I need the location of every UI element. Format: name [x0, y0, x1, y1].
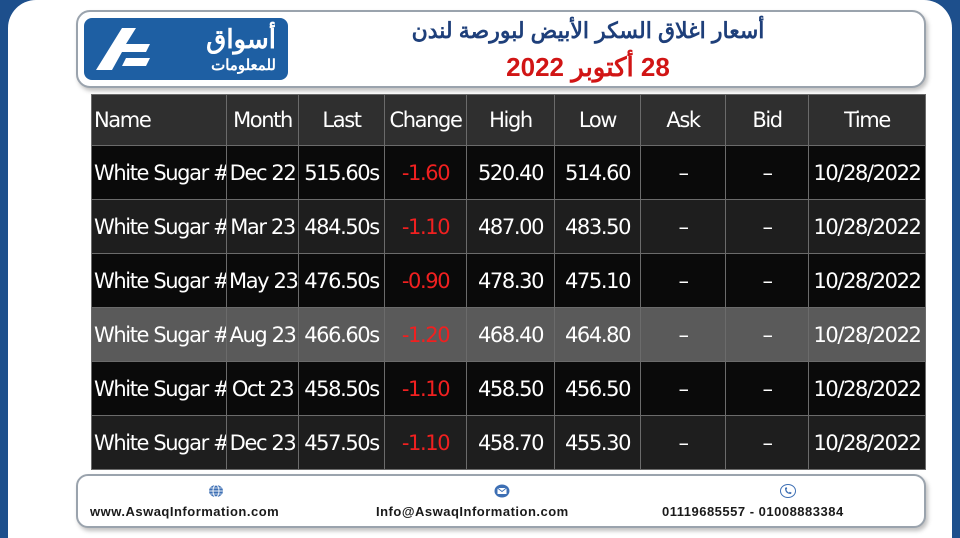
logo-text-sub: للمعلومات	[211, 57, 276, 74]
email-link[interactable]: Info@AswaqInformation.com	[376, 504, 569, 519]
cell-time: 10/28/2022	[808, 199, 926, 254]
cell-last: 458.50s	[298, 361, 385, 416]
cell-ask: –	[640, 199, 726, 254]
cell-month: Dec 23	[226, 415, 299, 470]
cell-time: 10/28/2022	[808, 415, 926, 470]
envelope-icon	[494, 484, 510, 498]
cell-low: 483.50	[554, 199, 641, 254]
column-header-time: Time	[808, 94, 926, 146]
cell-ask: –	[640, 307, 726, 362]
cell-high: 478.30	[466, 253, 555, 308]
cell-bid: –	[725, 361, 809, 416]
cell-bid: –	[725, 307, 809, 362]
cell-low: 464.80	[554, 307, 641, 362]
cell-name: White Sugar #5	[91, 415, 227, 470]
cell-ask: –	[640, 145, 726, 200]
cell-month: May 23	[226, 253, 299, 308]
table-row: White Sugar #5 Aug 23 466.60s -1.20 468.…	[91, 307, 926, 362]
logo-text-main: أسواق	[206, 24, 276, 54]
cell-high: 520.40	[466, 145, 555, 200]
cell-change: -1.60	[384, 145, 467, 200]
column-header-month: Month	[226, 94, 299, 146]
cell-name: White Sugar #5	[91, 361, 227, 416]
table-row: White Sugar #5 Oct 23 458.50s -1.10 458.…	[91, 361, 926, 416]
footer-website[interactable]: www.AswaqInformation.com	[90, 476, 340, 526]
column-header-low: Low	[554, 94, 641, 146]
cell-name: White Sugar #5	[91, 145, 227, 200]
cell-time: 10/28/2022	[808, 307, 926, 362]
cell-low: 455.30	[554, 415, 641, 470]
cell-change: -0.90	[384, 253, 467, 308]
column-header-last: Last	[298, 94, 385, 146]
cell-time: 10/28/2022	[808, 253, 926, 308]
cell-last: 466.60s	[298, 307, 385, 362]
cell-low: 514.60	[554, 145, 641, 200]
cell-name: White Sugar #5	[91, 199, 227, 254]
logo-mark-icon	[96, 28, 150, 70]
column-header-name: Name	[91, 94, 227, 146]
table-row: White Sugar #5 May 23 476.50s -0.90 478.…	[91, 253, 926, 308]
cell-bid: –	[725, 253, 809, 308]
cell-bid: –	[725, 415, 809, 470]
globe-icon	[209, 484, 223, 498]
cell-last: 476.50s	[298, 253, 385, 308]
cell-last: 515.60s	[298, 145, 385, 200]
cell-month: Dec 22	[226, 145, 299, 200]
cell-change: -1.10	[384, 361, 467, 416]
cell-name: White Sugar #5	[91, 253, 227, 308]
cell-month: Mar 23	[226, 199, 299, 254]
footer-phone[interactable]: 01119685557 - 01008883384	[662, 476, 912, 526]
quotes-table: Name Month Last Change High Low Ask Bid …	[91, 94, 926, 470]
phone-icon	[780, 484, 796, 498]
cell-bid: –	[725, 145, 809, 200]
column-header-change: Change	[384, 94, 467, 146]
cell-time: 10/28/2022	[808, 145, 926, 200]
column-header-ask: Ask	[640, 94, 726, 146]
header-box: أسواق للمعلومات أسعار اغلاق السكر الأبيض…	[76, 10, 926, 88]
cell-last: 457.50s	[298, 415, 385, 470]
cell-time: 10/28/2022	[808, 361, 926, 416]
cell-low: 475.10	[554, 253, 641, 308]
cell-change: -1.20	[384, 307, 467, 362]
phone-numbers[interactable]: 01119685557 - 01008883384	[662, 504, 844, 519]
cell-change: -1.10	[384, 415, 467, 470]
table-row: White Sugar #5 Mar 23 484.50s -1.10 487.…	[91, 199, 926, 254]
cell-bid: –	[725, 199, 809, 254]
cell-ask: –	[640, 415, 726, 470]
column-header-bid: Bid	[725, 94, 809, 146]
table-header-row: Name Month Last Change High Low Ask Bid …	[91, 94, 926, 146]
cell-ask: –	[640, 361, 726, 416]
cell-high: 468.40	[466, 307, 555, 362]
table-row: White Sugar #5 Dec 22 515.60s -1.60 520.…	[91, 145, 926, 200]
page-date: 28 أكتوبر 2022	[506, 52, 670, 82]
cell-month: Oct 23	[226, 361, 299, 416]
main-card: أسواق للمعلومات أسعار اغلاق السكر الأبيض…	[8, 0, 952, 538]
cell-high: 487.00	[466, 199, 555, 254]
brand-logo[interactable]: أسواق للمعلومات	[84, 18, 288, 80]
cell-change: -1.10	[384, 199, 467, 254]
cell-last: 484.50s	[298, 199, 385, 254]
cell-high: 458.50	[466, 361, 555, 416]
footer-box: www.AswaqInformation.com Info@AswaqInfor…	[76, 474, 926, 528]
website-link[interactable]: www.AswaqInformation.com	[90, 504, 280, 519]
cell-low: 456.50	[554, 361, 641, 416]
page-title: أسعار اغلاق السكر الأبيض لبورصة لندن	[411, 18, 765, 43]
cell-month: Aug 23	[226, 307, 299, 362]
cell-high: 458.70	[466, 415, 555, 470]
column-header-high: High	[466, 94, 555, 146]
cell-ask: –	[640, 253, 726, 308]
table-row: White Sugar #5 Dec 23 457.50s -1.10 458.…	[91, 415, 926, 470]
cell-name: White Sugar #5	[91, 307, 227, 362]
footer-email[interactable]: Info@AswaqInformation.com	[376, 476, 636, 526]
